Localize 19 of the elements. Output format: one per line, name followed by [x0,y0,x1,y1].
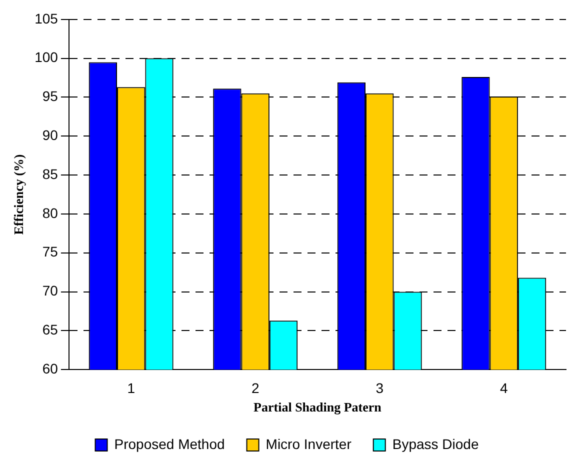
x-tick-label: 3 [376,380,384,396]
y-tick-label: 75 [42,244,58,260]
y-tick-label: 60 [42,360,58,376]
y-tick-label: 65 [42,322,58,338]
x-axis-title: Partial Shading Patern [254,400,382,415]
y-tick-label: 70 [42,282,58,299]
y-axis-title: Efficiency (%) [11,154,26,235]
y-tick-label: 105 [34,10,58,26]
y-tick-label: 80 [42,204,58,221]
y-tick-label: 95 [42,88,58,104]
legend-label: Proposed Method [114,436,225,452]
x-tick-label: 4 [500,380,508,396]
y-tick-label: 100 [34,49,58,66]
y-tick-label: 85 [42,166,58,182]
x-tick-label: 2 [251,380,260,396]
x-tick-label: 1 [127,380,136,396]
legend-label: Micro Inverter [266,436,352,452]
legend-label: Bypass Diode [392,436,479,452]
y-tick-label: 90 [42,126,58,143]
